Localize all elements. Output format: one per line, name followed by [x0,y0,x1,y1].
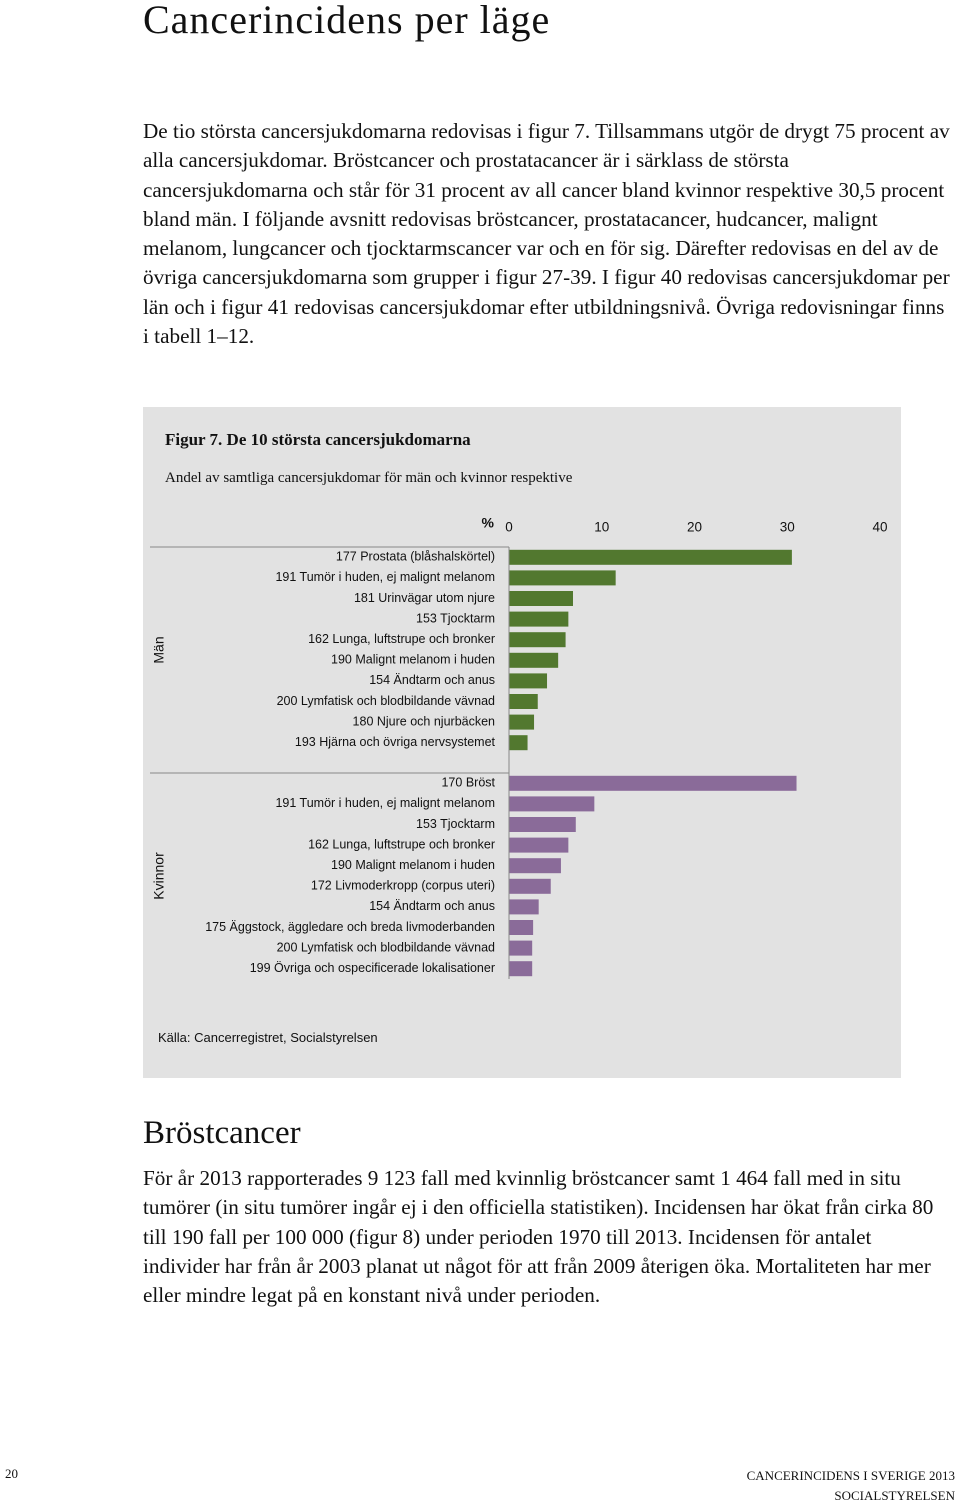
bar [509,796,595,812]
bar [509,899,539,915]
bar [509,858,561,874]
group-label: Kvinnor [151,852,167,900]
category-label: 190 Malignt melanom i huden [331,653,495,667]
section-heading: Bröstcancer [143,1115,301,1151]
category-label: 177 Prostata (blåshalskörtel) [336,550,495,564]
intro-paragraph: De tio största cancersjukdomarna redovis… [143,119,950,349]
bar [509,940,533,956]
category-label: 153 Tjocktarm [416,611,495,625]
x-tick-label: 30 [780,520,795,535]
bar [509,570,616,586]
bar [509,775,797,791]
category-label: 191 Tumör i huden, ej malignt melanom [275,796,495,810]
category-label: 180 Njure och njurbäcken [353,714,495,728]
category-label: 200 Lymfatisk och blodbildande vävnad [277,940,495,954]
footer-publication: CANCERINCIDENS I SVERIGE 2013 [746,1468,955,1483]
section-paragraph: För år 2013 rapporterades 9 123 fall med… [143,1166,934,1308]
x-tick-label: 20 [687,520,702,535]
category-label: 153 Tjocktarm [416,817,495,831]
page-heading: Cancerincidens per läge [143,0,551,42]
bar [509,817,576,832]
bar [509,611,569,627]
x-tick-label: 40 [872,520,887,535]
bar [509,837,569,853]
footer-publisher: SOCIALSTYRELSEN [834,1488,955,1503]
group-label: Män [151,636,167,663]
figure-title: Figur 7. De 10 största cancersjukdomarna [165,430,471,449]
page-number: 20 [5,1466,18,1481]
bar [509,694,538,709]
x-tick-label: 10 [594,520,609,535]
bar [509,961,533,977]
bar [509,549,792,565]
category-label: 162 Lunga, luftstrupe och bronker [308,837,495,851]
category-label: 199 Övriga och ospecificerade lokalisati… [250,961,495,975]
category-label: 154 Ändtarm och anus [369,899,495,913]
bar [509,920,534,935]
figure-subtitle: Andel av samtliga cancersjukdomar för mä… [165,470,573,486]
category-label: 162 Lunga, luftstrupe och bronker [308,632,495,646]
bar [509,735,528,751]
category-label: 172 Livmoderkropp (corpus uteri) [311,879,495,893]
bar [509,878,551,894]
category-label: 200 Lymfatisk och blodbildande vävnad [277,694,495,708]
category-label: 193 Hjärna och övriga nervsystemet [295,735,496,749]
category-label: 190 Malignt melanom i huden [331,858,495,872]
x-axis-label: % [482,515,495,531]
category-label: 170 Bröst [441,776,495,790]
bar [509,673,548,689]
category-label: 191 Tumör i huden, ej malignt melanom [275,570,495,584]
category-label: 175 Äggstock, äggledare och breda livmod… [205,920,495,934]
bar [509,652,559,668]
category-label: 154 Ändtarm och anus [369,673,495,687]
figure-source: Källa: Cancerregistret, Socialstyrelsen [158,1030,378,1045]
x-tick-label: 0 [505,520,513,535]
bar [509,591,573,606]
category-label: 181 Urinvägar utom njure [354,591,495,605]
bar [509,714,535,730]
bar [509,632,566,648]
